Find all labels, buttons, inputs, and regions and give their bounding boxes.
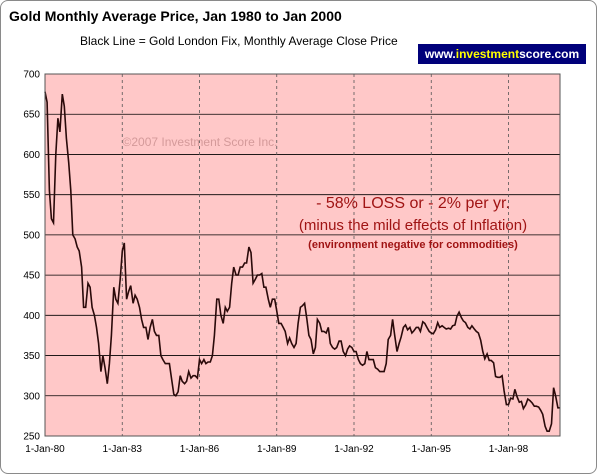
website-badge[interactable]: www. investment score.com — [418, 44, 586, 64]
plot-border — [44, 73, 561, 437]
chart-title: Gold Monthly Average Price, Jan 1980 to … — [9, 8, 342, 24]
y-tick-label: 700 — [23, 70, 40, 81]
x-tick-label: 1-Jan-98 — [489, 444, 529, 455]
commodities-annotation: (environment negative for commodities) — [308, 239, 518, 251]
y-tick-label: 450 — [23, 271, 40, 282]
inflation-annotation: (minus the mild effects of Inflation) — [299, 217, 527, 234]
badge-suffix: score.com — [519, 47, 580, 61]
series-line — [44, 91, 560, 432]
y-tick-label: 600 — [23, 150, 40, 161]
y-axis-ticks: 700 650 600 550 500 450 400 350 300 250 — [23, 70, 40, 443]
loss-annotation: - 58% LOSS or - 2% per yr. — [316, 195, 510, 212]
x-tick-label: 1-Jan-92 — [334, 444, 374, 455]
x-tick-label: 1-Jan-95 — [412, 444, 452, 455]
x-tick-label: 1-Jan-86 — [180, 444, 220, 455]
y-tick-label: 300 — [23, 391, 40, 402]
y-tick-label: 350 — [23, 351, 40, 362]
y-tick-label: 250 — [23, 432, 40, 443]
y-tick-label: 400 — [23, 311, 40, 322]
x-tick-label: 1-Jan-83 — [103, 444, 143, 455]
grid-lines — [45, 74, 560, 436]
x-tick-label: 1-Jan-89 — [257, 444, 297, 455]
x-tick-label: 1-Jan-80 — [25, 444, 65, 455]
y-tick-label: 500 — [23, 230, 40, 241]
chart-subtitle: Black Line = Gold London Fix, Monthly Av… — [80, 34, 398, 48]
x-axis-ticks: 1-Jan-80 1-Jan-83 1-Jan-86 1-Jan-89 1-Jan-92… — [25, 444, 528, 455]
badge-highlight: investment — [455, 47, 520, 61]
y-tick-label: 550 — [23, 190, 40, 201]
copyright-annotation: ©2007 Investment Score Inc. — [123, 135, 278, 149]
y-tick-label: 650 — [23, 110, 40, 121]
badge-prefix: www. — [424, 47, 456, 61]
plot-area — [45, 74, 560, 436]
